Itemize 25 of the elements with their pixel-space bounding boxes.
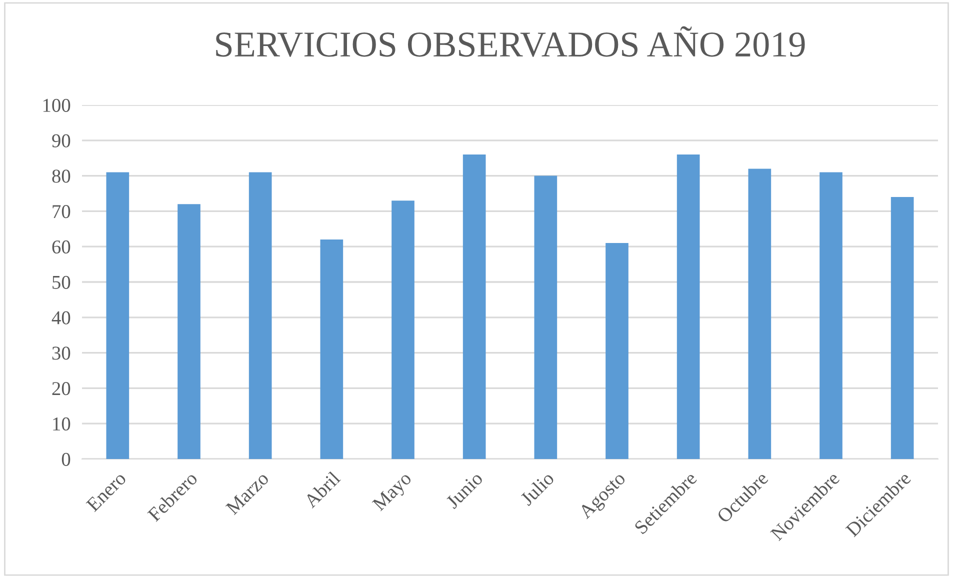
bar [606, 243, 628, 459]
y-tick-label: 30 [52, 346, 70, 360]
y-tick-label: 0 [62, 452, 70, 466]
bar [820, 172, 842, 459]
bar [178, 204, 200, 459]
bar [462, 154, 486, 459]
bar [676, 154, 700, 459]
bar [890, 197, 914, 459]
chart-title: SERVICIOS OBSERVADOS AÑO 2019 [216, 26, 805, 57]
y-tick-label: 40 [52, 311, 70, 324]
y-tick-label: 20 [52, 382, 70, 396]
y-tick-label: 100 [43, 98, 70, 112]
bar [392, 200, 414, 459]
y-tick-label: 60 [52, 240, 70, 254]
y-tick-label: 80 [52, 170, 70, 183]
bar [106, 172, 130, 459]
bar [534, 176, 558, 459]
bar [248, 172, 272, 459]
y-tick-label: 90 [52, 134, 70, 148]
y-tick-label: 10 [53, 417, 70, 431]
bar [320, 240, 344, 459]
y-tick-label: 70 [52, 205, 70, 218]
bar [748, 168, 772, 459]
x-tick-label: Julio [519, 470, 555, 506]
y-tick-label: 50 [52, 276, 70, 289]
